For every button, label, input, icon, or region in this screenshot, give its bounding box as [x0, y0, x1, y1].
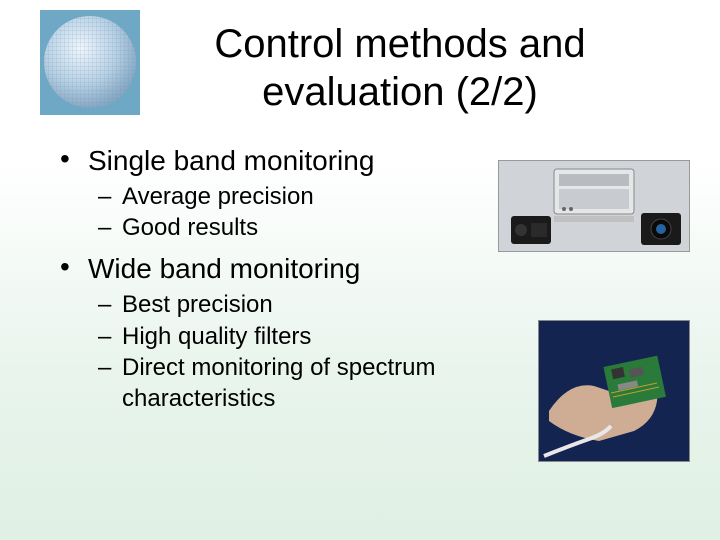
- bullet-1-sub-1: High quality filters: [98, 321, 552, 352]
- bullet-1-sub-0: Best precision: [98, 289, 552, 320]
- bullet-0: Single band monitoring Average precision…: [60, 145, 680, 243]
- bullet-0-sub-0: Average precision: [98, 181, 552, 212]
- bullet-1-sub-2: Direct monitoring of spectrum characteri…: [98, 352, 552, 414]
- bullet-0-label: Single band monitoring: [88, 145, 374, 176]
- bullet-0-sub-1: Good results: [98, 212, 552, 243]
- slide-title: Control methods and evaluation (2/2): [120, 20, 680, 116]
- bullet-1: Wide band monitoring Best precision High…: [60, 253, 680, 414]
- bullet-1-label: Wide band monitoring: [88, 253, 360, 284]
- content-area: Single band monitoring Average precision…: [60, 145, 680, 424]
